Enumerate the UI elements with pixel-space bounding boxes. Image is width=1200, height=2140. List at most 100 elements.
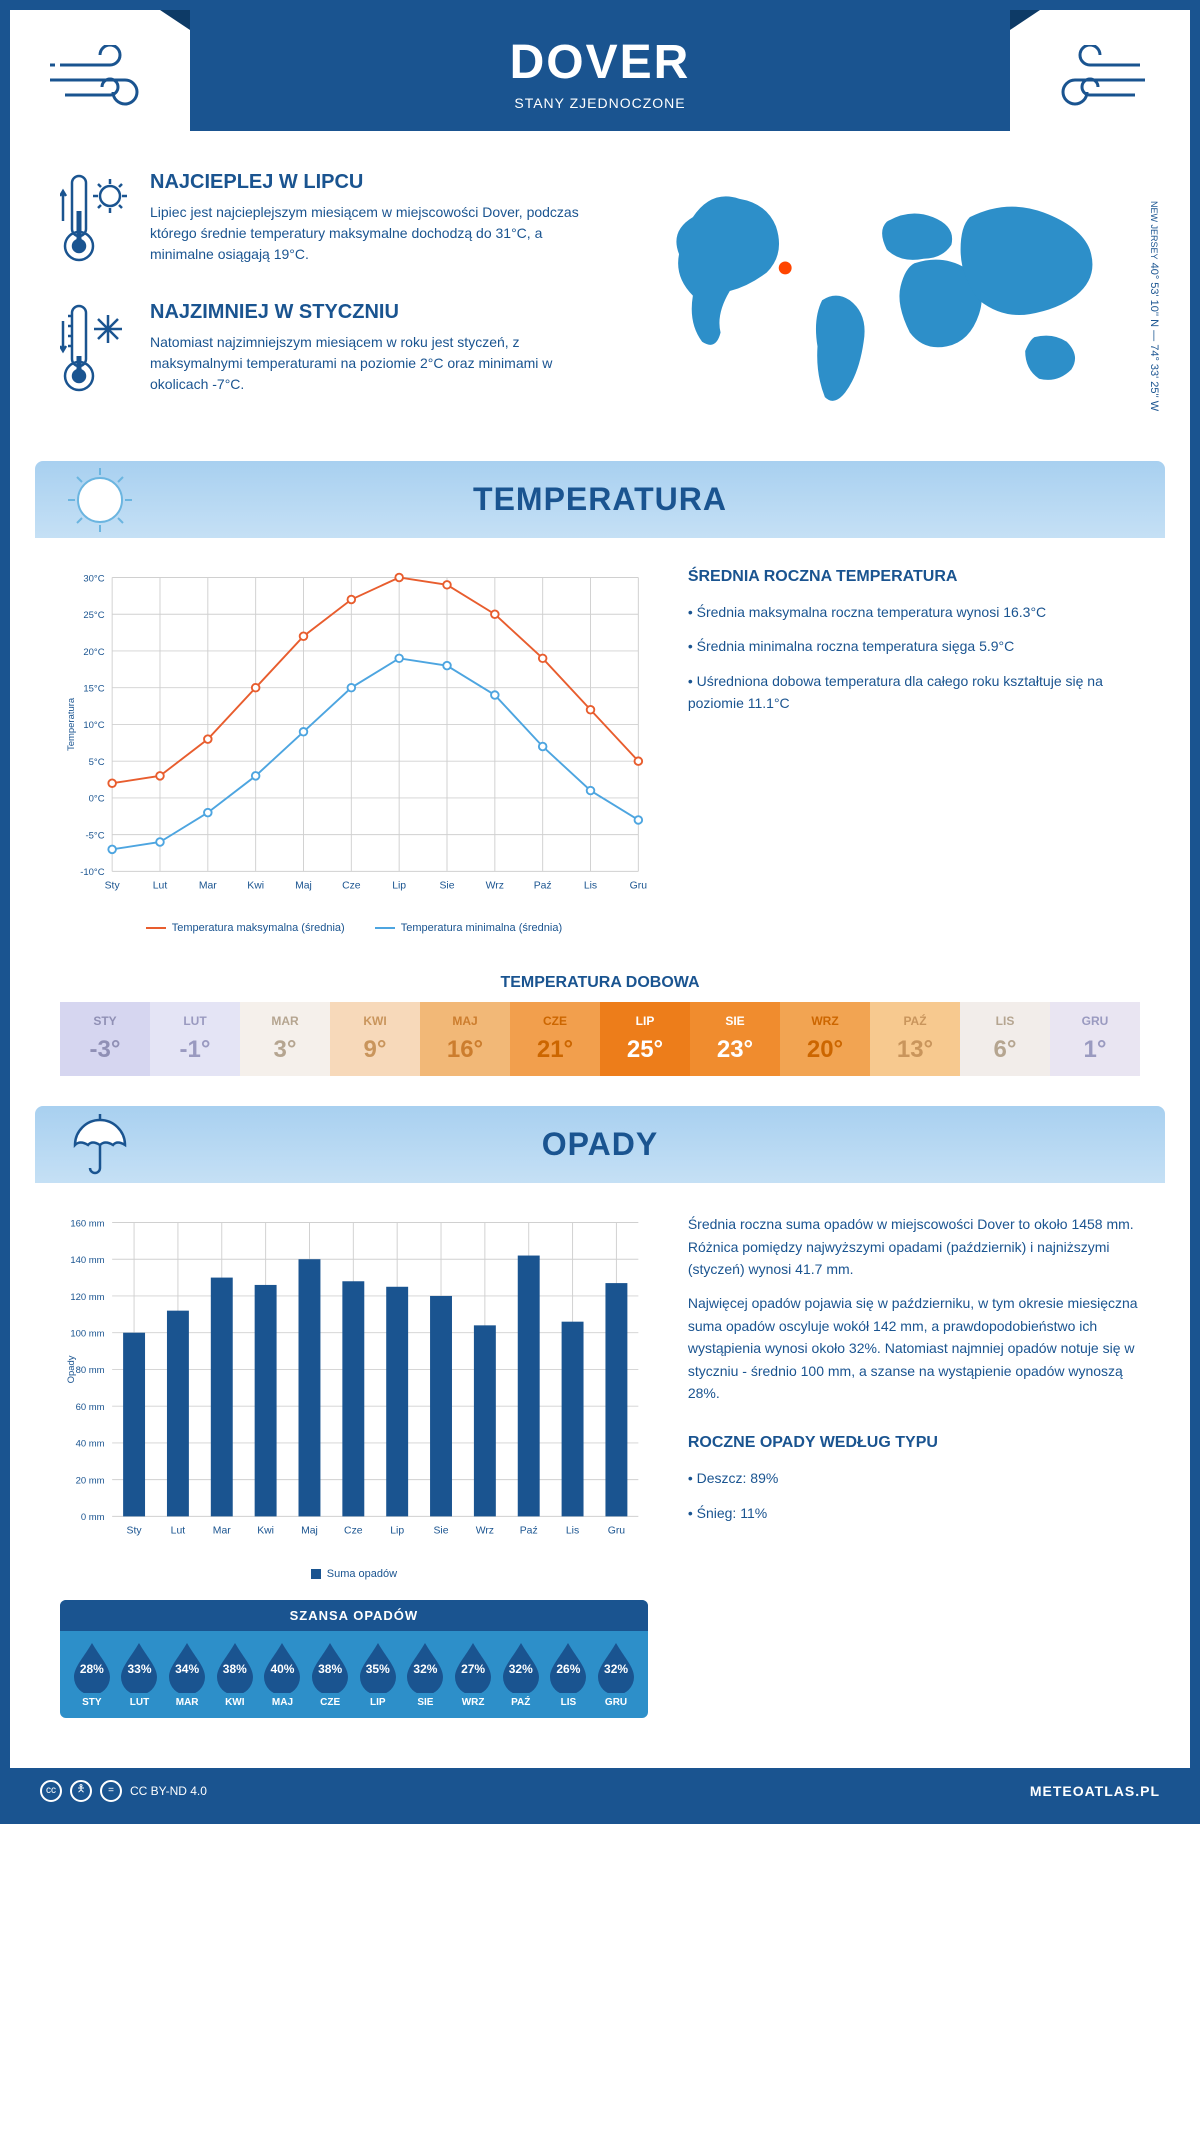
rain-chance-title: SZANSA OPADÓW [60, 1600, 648, 1631]
svg-text:Wrz: Wrz [476, 1526, 494, 1537]
svg-text:60 mm: 60 mm [76, 1402, 105, 1413]
infographic-page: DOVER STANY ZJEDNOCZONE NAJCIEPLEJ W LIP… [0, 0, 1200, 1824]
svg-text:Paź: Paź [534, 880, 552, 891]
svg-text:Kwi: Kwi [247, 880, 264, 891]
annual-b3: • Uśredniona dobowa temperatura dla całe… [688, 670, 1140, 715]
rain-drop-cell: 32%GRU [592, 1641, 640, 1708]
svg-text:Temperatura: Temperatura [66, 697, 77, 751]
svg-text:160 mm: 160 mm [70, 1219, 104, 1230]
svg-text:Wrz: Wrz [486, 880, 504, 891]
annual-b2: • Średnia minimalna roczna temperatura s… [688, 635, 1140, 657]
hot-fact-text: Lipiec jest najcieplejszym miesiącem w m… [150, 202, 585, 265]
svg-text:Gru: Gru [608, 1526, 626, 1537]
legend-max: Temperatura maksymalna (średnia) [172, 922, 345, 934]
svg-text:-10°C: -10°C [80, 867, 104, 878]
thermometer-cold-icon [60, 301, 130, 401]
daily-temp-table: STY-3°LUT-1°MAR3°KWI9°MAJ16°CZE21°LIP25°… [60, 1002, 1140, 1076]
by-icon: 🯅 [70, 1780, 92, 1802]
svg-text:Sty: Sty [127, 1526, 143, 1537]
license-block: cc 🯅 = CC BY-ND 4.0 [40, 1780, 207, 1802]
rain-chance-panel: SZANSA OPADÓW 28%STY33%LUT34%MAR38%KWI40… [60, 1600, 648, 1718]
rain-drop-cell: 26%LIS [545, 1641, 593, 1708]
wind-icon-left [50, 45, 160, 115]
svg-text:Lut: Lut [153, 880, 168, 891]
daily-cell: GRU1° [1050, 1002, 1140, 1076]
rain-types-b1: • Deszcz: 89% [688, 1467, 1140, 1489]
legend-min: Temperatura minimalna (średnia) [401, 922, 562, 934]
svg-text:5°C: 5°C [89, 757, 105, 768]
svg-text:Paź: Paź [520, 1526, 538, 1537]
daily-cell: LUT-1° [150, 1002, 240, 1076]
svg-text:100 mm: 100 mm [70, 1329, 104, 1340]
rain-section-header: OPADY [35, 1106, 1165, 1183]
daily-cell: MAJ16° [420, 1002, 510, 1076]
site-name: METEOATLAS.PL [1030, 1783, 1160, 1799]
temperature-line-chart: -10°C-5°C0°C5°C10°C15°C20°C25°C30°CStyLu… [60, 568, 648, 909]
hot-fact-title: NAJCIEPLEJ W LIPCU [150, 171, 585, 194]
rain-drop-cell: 32%PAŹ [497, 1641, 545, 1708]
daily-cell: PAŹ13° [870, 1002, 960, 1076]
svg-text:Sie: Sie [439, 880, 454, 891]
rain-drop-cell: 27%WRZ [449, 1641, 497, 1708]
intro-row: NAJCIEPLEJ W LIPCU Lipiec jest najcieple… [10, 131, 1190, 461]
svg-text:Kwi: Kwi [257, 1526, 274, 1537]
nd-icon: = [100, 1780, 122, 1802]
svg-text:Maj: Maj [295, 880, 312, 891]
sun-icon [65, 465, 135, 535]
rain-title: OPADY [35, 1126, 1165, 1163]
world-map [615, 171, 1140, 411]
wind-icon-right [1040, 45, 1150, 115]
svg-text:Mar: Mar [199, 880, 217, 891]
svg-text:140 mm: 140 mm [70, 1255, 104, 1266]
svg-text:0°C: 0°C [89, 794, 105, 805]
rain-content: 0 mm20 mm40 mm60 mm80 mm100 mm120 mm140 … [10, 1183, 1190, 1747]
region-label: NEW JERSEY [1149, 201, 1159, 260]
svg-text:Gru: Gru [630, 880, 648, 891]
daily-cell: CZE21° [510, 1002, 600, 1076]
rain-drop-cell: 35%LIP [354, 1641, 402, 1708]
cold-fact-title: NAJZIMNIEJ W STYCZNIU [150, 301, 585, 324]
rain-drop-cell: 32%SIE [402, 1641, 450, 1708]
daily-temp-title: TEMPERATURA DOBOWA [10, 974, 1190, 992]
svg-text:Mar: Mar [213, 1526, 231, 1537]
temperature-content: -10°C-5°C0°C5°C10°C15°C20°C25°C30°CStyLu… [10, 538, 1190, 964]
daily-cell: SIE23° [690, 1002, 780, 1076]
rain-p1: Średnia roczna suma opadów w miejscowośc… [688, 1213, 1140, 1280]
svg-text:Sie: Sie [433, 1526, 448, 1537]
rain-types-b2: • Śnieg: 11% [688, 1502, 1140, 1524]
rain-drop-cell: 38%CZE [306, 1641, 354, 1708]
svg-text:Lip: Lip [392, 880, 406, 891]
daily-cell: KWI9° [330, 1002, 420, 1076]
header-banner: DOVER STANY ZJEDNOCZONE [190, 10, 1010, 131]
svg-text:30°C: 30°C [83, 573, 104, 584]
coordinates: NEW JERSEY 40° 53' 10'' N — 74° 33' 25''… [1148, 201, 1160, 411]
annual-temp-title: ŚREDNIA ROCZNA TEMPERATURA [688, 568, 1140, 586]
rain-drop-cell: 33%LUT [116, 1641, 164, 1708]
cold-fact-text: Natomiast najzimniejszym miesiącem w rok… [150, 332, 585, 395]
svg-text:15°C: 15°C [83, 683, 104, 694]
cc-icon: cc [40, 1780, 62, 1802]
svg-text:Maj: Maj [301, 1526, 318, 1537]
rain-drop-cell: 40%MAJ [259, 1641, 307, 1708]
cold-fact: NAJZIMNIEJ W STYCZNIU Natomiast najzimni… [60, 301, 585, 401]
license-text: CC BY-ND 4.0 [130, 1784, 207, 1798]
svg-text:25°C: 25°C [83, 610, 104, 621]
rain-types-title: ROCZNE OPADY WEDŁUG TYPU [688, 1434, 1140, 1452]
svg-text:Sty: Sty [105, 880, 121, 891]
rain-chart-legend: Suma opadów [60, 1568, 648, 1580]
city-title: DOVER [190, 35, 1010, 90]
latlon-label: 40° 53' 10'' N — 74° 33' 25'' W [1148, 263, 1160, 412]
svg-text:10°C: 10°C [83, 720, 104, 731]
temperature-section-header: TEMPERATURA [35, 461, 1165, 538]
svg-text:0 mm: 0 mm [81, 1512, 105, 1523]
svg-text:Lip: Lip [390, 1526, 404, 1537]
daily-cell: LIP25° [600, 1002, 690, 1076]
rain-p2: Najwięcej opadów pojawia się w październ… [688, 1292, 1140, 1404]
rain-drop-cell: 28%STY [68, 1641, 116, 1708]
svg-text:120 mm: 120 mm [70, 1292, 104, 1303]
daily-cell: WRZ20° [780, 1002, 870, 1076]
svg-text:Lis: Lis [584, 880, 597, 891]
country-subtitle: STANY ZJEDNOCZONE [190, 95, 1010, 111]
daily-cell: MAR3° [240, 1002, 330, 1076]
thermometer-hot-icon [60, 171, 130, 271]
